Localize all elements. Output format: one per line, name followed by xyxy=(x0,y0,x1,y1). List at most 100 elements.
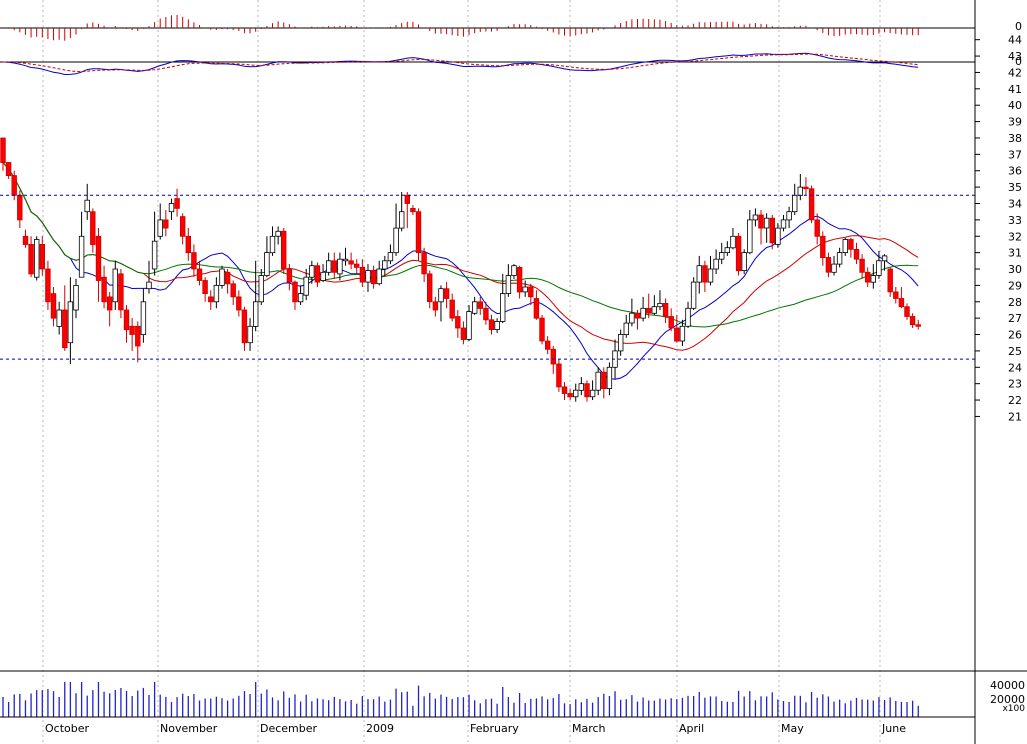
candle-body xyxy=(28,243,34,275)
candle-body xyxy=(415,211,422,254)
candle-body xyxy=(365,270,371,283)
reference-levels xyxy=(0,194,975,360)
candle xyxy=(831,255,837,276)
volume-tick-label: 40000 xyxy=(990,679,1025,692)
moving-average-fast-line xyxy=(2,162,919,380)
candle xyxy=(820,231,826,266)
candle-body xyxy=(118,273,124,311)
candle xyxy=(769,214,775,250)
candle xyxy=(853,242,860,265)
candle xyxy=(95,228,102,302)
candle xyxy=(859,254,865,279)
candle-body xyxy=(606,366,613,389)
candle xyxy=(752,208,759,227)
macd-histogram xyxy=(0,14,975,41)
month-label: December xyxy=(260,722,318,735)
price-tick-label: 37 xyxy=(1008,148,1022,161)
price-tick-label: 44 xyxy=(1008,34,1022,47)
candle xyxy=(634,309,641,330)
candle-body xyxy=(511,265,517,276)
price-tick-label: 36 xyxy=(1008,165,1022,178)
candle-body xyxy=(623,322,629,336)
candle xyxy=(67,277,74,365)
candle xyxy=(511,264,517,279)
candle xyxy=(432,296,439,317)
candle xyxy=(550,345,556,374)
candle-body xyxy=(157,219,163,237)
candle-body xyxy=(752,214,759,221)
candle xyxy=(320,264,326,283)
candle xyxy=(477,296,483,315)
candle xyxy=(865,267,871,288)
candle xyxy=(915,319,921,330)
candle xyxy=(168,198,175,220)
candle xyxy=(45,260,51,310)
candle xyxy=(286,264,293,291)
candle-body xyxy=(876,260,882,276)
candle-body xyxy=(5,162,12,177)
candle-body xyxy=(314,265,321,283)
moving-average-slow-line xyxy=(2,162,919,328)
candle-body xyxy=(494,320,500,330)
candle xyxy=(280,228,287,274)
candle xyxy=(140,288,147,343)
candle xyxy=(151,211,158,276)
candle xyxy=(567,388,573,401)
candle-body xyxy=(741,252,747,272)
candle-body xyxy=(471,301,478,314)
candle xyxy=(382,255,388,276)
candle xyxy=(421,247,427,283)
candle xyxy=(696,255,702,294)
candle xyxy=(713,249,719,274)
candle-body xyxy=(185,235,191,254)
candle-body xyxy=(483,307,489,321)
candle xyxy=(309,260,315,284)
candle-body xyxy=(690,281,697,309)
candle xyxy=(112,260,118,310)
candle xyxy=(443,282,450,309)
candle xyxy=(528,283,534,306)
candle-body xyxy=(247,325,253,344)
candle-body xyxy=(191,252,197,270)
candle xyxy=(5,162,12,179)
candle-body xyxy=(45,268,51,303)
candle xyxy=(426,270,433,309)
candle xyxy=(747,210,753,255)
candle-body xyxy=(545,340,551,350)
candle xyxy=(39,236,45,276)
macd-panel xyxy=(0,52,975,76)
candle-body xyxy=(39,243,45,270)
candle xyxy=(337,252,343,281)
candle xyxy=(539,314,545,345)
candle-body xyxy=(477,301,483,309)
candle-body xyxy=(135,325,141,347)
candle xyxy=(690,277,697,310)
candle-body xyxy=(376,268,382,285)
candle xyxy=(410,205,416,215)
candle-body xyxy=(258,275,264,303)
candle-body xyxy=(887,268,893,293)
candle xyxy=(275,226,281,245)
price-tick-label: 28 xyxy=(1008,296,1022,309)
price-tick-label: 24 xyxy=(1008,361,1022,374)
candle xyxy=(870,264,876,289)
candle xyxy=(292,280,298,310)
candle xyxy=(78,211,85,278)
candle-body xyxy=(831,263,837,273)
candle xyxy=(241,306,248,351)
candle xyxy=(758,210,764,245)
candle-body xyxy=(730,235,736,249)
month-label: June xyxy=(881,722,906,735)
candle xyxy=(685,301,691,328)
candle-body xyxy=(208,296,214,303)
candle-body xyxy=(780,219,787,229)
candle-body xyxy=(264,252,270,276)
candle-body xyxy=(556,363,562,388)
candle-body xyxy=(567,393,573,398)
candle-body xyxy=(196,268,203,281)
month-label: April xyxy=(679,722,704,735)
candle-body xyxy=(325,260,332,273)
candle-body xyxy=(584,383,590,398)
price-tick-label: 26 xyxy=(1008,329,1022,342)
volume-panel xyxy=(2,682,919,717)
